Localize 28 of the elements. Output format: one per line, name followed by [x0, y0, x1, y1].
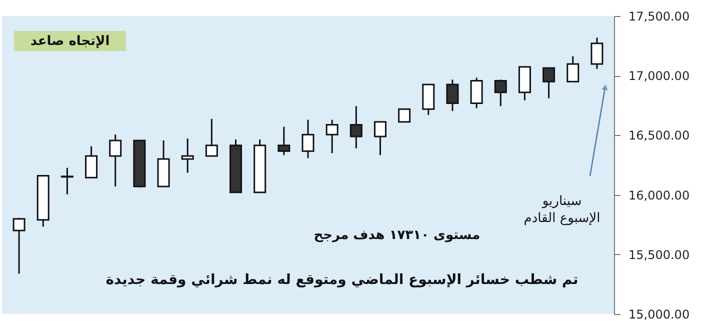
- y-tick-label: 17,000.00: [628, 69, 690, 84]
- candlestick: [398, 108, 411, 123]
- candlestick: [470, 76, 483, 109]
- candlestick: [494, 78, 507, 107]
- y-tick-label: 16,500.00: [628, 128, 690, 143]
- candlestick: [85, 146, 98, 178]
- candlestick: [350, 105, 362, 150]
- candlestick: [60, 167, 74, 196]
- candlestick: [12, 217, 26, 274]
- candlestick: [181, 138, 194, 174]
- y-tick-label: 15,500.00: [628, 248, 690, 262]
- annotation: تم شطب خسائر الإسبوع الماضي ومتوقع له نمط شرائي وقمة جديدة: [106, 272, 578, 288]
- y-tick-label: 16,000.00: [628, 188, 690, 202]
- candlestick: [205, 118, 218, 157]
- annotation: الإتجاه صاعد: [30, 34, 110, 49]
- candlestick: [566, 55, 580, 82]
- candlestick: [302, 119, 314, 159]
- candlestick: [446, 78, 459, 112]
- candlestick: [109, 134, 122, 188]
- candlestick: [278, 126, 290, 156]
- y-tick-label: 17,500.00: [628, 10, 690, 24]
- candlestick: [374, 121, 386, 156]
- candlestick: [590, 36, 604, 70]
- candlestick: [326, 119, 338, 154]
- candlestick: [542, 67, 556, 99]
- annotation: سيناريو الإسبوع القادم: [524, 194, 600, 226]
- annotation: مستوى ١٧٣١٠ هدف مرجح: [314, 228, 480, 243]
- y-tick-label: 15,000.00: [628, 308, 690, 322]
